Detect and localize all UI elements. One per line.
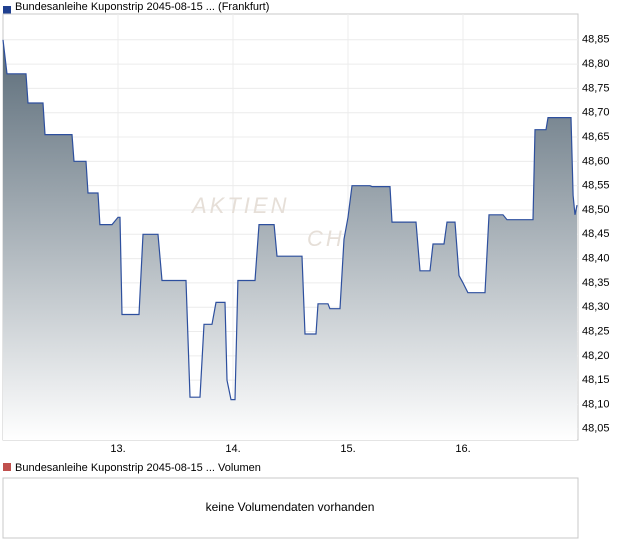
legend-swatch	[3, 463, 11, 471]
y-tick-label: 48,70	[582, 107, 610, 119]
y-tick-label: 48,30	[582, 301, 610, 313]
y-tick-label: 48,35	[582, 277, 610, 289]
y-tick-label: 48,50	[582, 204, 610, 216]
y-tick-label: 48,80	[582, 58, 610, 70]
volume-frame	[2, 477, 579, 539]
y-tick-label: 48,25	[582, 325, 610, 337]
legend-swatch	[3, 6, 11, 14]
y-tick-label: 48,85	[582, 34, 610, 46]
price-line	[2, 39, 578, 401]
y-tick-label: 48,45	[582, 228, 610, 240]
y-tick-label: 48,40	[582, 253, 610, 265]
y-tick-label: 48,10	[582, 398, 610, 410]
x-tick-label: 13.	[110, 443, 125, 455]
x-tick-label: 14.	[225, 443, 240, 455]
legend-label: Bundesanleihe Kuponstrip 2045-08-15 ... …	[15, 462, 261, 474]
watermark: AKTIEN	[190, 193, 289, 218]
volume-message: keine Volumendaten vorhanden	[206, 500, 375, 514]
y-tick-label: 48,05	[582, 423, 610, 435]
plot-area: AKTIENCHECK	[2, 14, 578, 441]
legend-label: Bundesanleihe Kuponstrip 2045-08-15 ... …	[15, 1, 269, 13]
y-tick-label: 48,75	[582, 82, 610, 94]
y-tick-label: 48,60	[582, 155, 610, 167]
y-tick-label: 48,20	[582, 350, 610, 362]
y-tick-label: 48,65	[582, 131, 610, 143]
y-tick-label: 48,55	[582, 180, 610, 192]
x-tick-label: 15.	[340, 443, 355, 455]
area-fill	[3, 39, 577, 441]
y-tick-label: 48,15	[582, 374, 610, 386]
x-tick-label: 16.	[455, 443, 470, 455]
